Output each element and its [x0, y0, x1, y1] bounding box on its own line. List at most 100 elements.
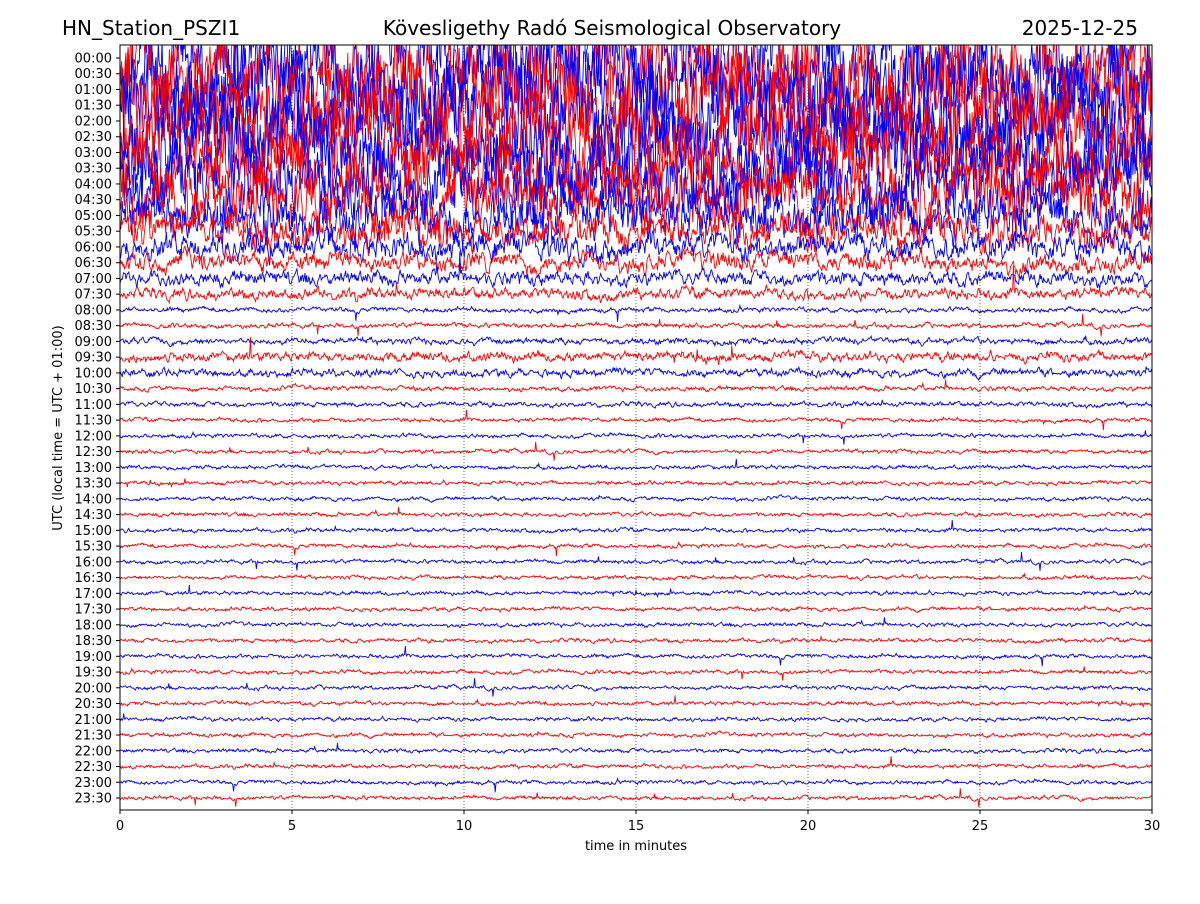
y-tick-label: 01:00 — [75, 83, 112, 98]
y-tick-label: 03:00 — [75, 146, 112, 161]
trace-2030 — [120, 695, 1152, 709]
trace-1700 — [120, 585, 1152, 599]
trace-1830 — [120, 635, 1152, 645]
y-tick-label: 12:00 — [75, 429, 112, 444]
trace-1730 — [120, 604, 1152, 614]
x-tick-label: 20 — [800, 819, 817, 834]
date-title: 2025-12-25 — [1022, 16, 1138, 40]
trace-1800 — [120, 617, 1152, 629]
y-tick-label: 18:30 — [75, 634, 112, 649]
y-tick-label: 01:30 — [75, 99, 112, 114]
x-tick-label: 0 — [116, 819, 124, 834]
y-tick-label: 08:00 — [75, 303, 112, 318]
x-tick-label: 15 — [628, 819, 645, 834]
x-tick-label: 10 — [456, 819, 473, 834]
y-tick-label: 06:30 — [75, 256, 112, 271]
x-tick-label: 25 — [972, 819, 989, 834]
trace-1200 — [120, 430, 1152, 445]
trace-2000 — [120, 678, 1152, 697]
y-tick-label: 15:00 — [75, 524, 112, 539]
y-tick-label: 12:30 — [75, 445, 112, 460]
y-tick-label: 00:30 — [75, 67, 112, 82]
y-tick-label: 21:30 — [75, 729, 112, 744]
trace-1300 — [120, 459, 1152, 472]
trace-0500 — [120, 175, 1152, 255]
trace-0100 — [120, 45, 1152, 168]
trace-1430 — [120, 507, 1152, 519]
y-tick-label: 11:00 — [75, 398, 112, 413]
trace-1530 — [120, 541, 1152, 557]
trace-2300 — [120, 777, 1152, 793]
y-tick-label: 11:30 — [75, 414, 112, 429]
traces — [120, 45, 1152, 807]
y-tick-label: 21:00 — [75, 713, 112, 728]
x-axis: 0 5 10 15 20 25 30 — [116, 810, 1160, 834]
y-tick-label: 17:30 — [75, 603, 112, 618]
trace-0830 — [120, 313, 1152, 337]
y-tick-label: 02:30 — [75, 130, 112, 145]
y-tick-label: 14:00 — [75, 492, 112, 507]
station-title: HN_Station_PSZI1 — [62, 16, 240, 40]
trace-1000 — [120, 366, 1152, 382]
trace-2130 — [120, 730, 1152, 740]
y-tick-label: 19:00 — [75, 650, 112, 665]
y-tick-label: 03:30 — [75, 162, 112, 177]
x-tick-label: 5 — [288, 819, 296, 834]
trace-0630 — [120, 245, 1152, 280]
y-tick-label: 06:00 — [75, 240, 112, 255]
y-axis: 00:0000:3001:0001:3002:0002:3003:0003:30… — [75, 52, 120, 807]
y-tick-label: 04:30 — [75, 193, 112, 208]
y-tick-label: 23:30 — [75, 792, 112, 807]
trace-2200 — [120, 743, 1152, 755]
y-tick-label: 22:00 — [75, 744, 112, 759]
y-tick-label: 02:00 — [75, 114, 112, 129]
trace-0730 — [120, 265, 1152, 305]
trace-1630 — [120, 572, 1152, 582]
trace-2330 — [120, 788, 1152, 807]
trace-1030 — [120, 379, 1152, 394]
trace-0130 — [120, 45, 1152, 177]
y-tick-label: 07:30 — [75, 288, 112, 303]
trace-1130 — [120, 409, 1152, 431]
trace-1500 — [120, 520, 1152, 535]
trace-0700 — [120, 251, 1152, 290]
y-tick-label: 20:30 — [75, 697, 112, 712]
y-tick-label: 17:00 — [75, 587, 112, 602]
y-axis-label: UTC (local time = UTC + 01:00) — [51, 325, 66, 530]
y-tick-label: 16:00 — [75, 555, 112, 570]
trace-0330 — [120, 105, 1152, 228]
trace-0530 — [120, 203, 1152, 257]
y-tick-label: 15:30 — [75, 540, 112, 555]
y-tick-label: 10:00 — [75, 366, 112, 381]
y-tick-label: 08:30 — [75, 319, 112, 334]
x-axis-label: time in minutes — [585, 839, 687, 854]
trace-1600 — [120, 552, 1152, 571]
y-tick-label: 00:00 — [75, 52, 112, 67]
trace-2230 — [120, 756, 1152, 771]
trace-1330 — [120, 478, 1152, 489]
trace-1230 — [120, 441, 1152, 461]
observatory-title: Kövesligethy Radó Seismological Observat… — [383, 16, 841, 40]
trace-1900 — [120, 645, 1152, 667]
trace-2100 — [120, 713, 1152, 723]
trace-1400 — [120, 493, 1152, 504]
trace-0930 — [120, 337, 1152, 366]
trace-0900 — [120, 335, 1152, 348]
y-tick-label: 22:30 — [75, 760, 112, 775]
y-tick-label: 09:00 — [75, 335, 112, 350]
y-tick-label: 18:00 — [75, 618, 112, 633]
trace-1100 — [120, 399, 1152, 410]
y-tick-label: 07:00 — [75, 272, 112, 287]
trace-0600 — [120, 225, 1152, 269]
y-tick-label: 05:30 — [75, 225, 112, 240]
y-tick-label: 13:30 — [75, 477, 112, 492]
y-tick-label: 09:30 — [75, 351, 112, 366]
x-tick-label: 30 — [1144, 819, 1161, 834]
y-tick-label: 10:30 — [75, 382, 112, 397]
y-tick-label: 19:30 — [75, 666, 112, 681]
trace-0800 — [120, 303, 1152, 322]
y-tick-label: 04:00 — [75, 177, 112, 192]
y-tick-label: 13:00 — [75, 461, 112, 476]
